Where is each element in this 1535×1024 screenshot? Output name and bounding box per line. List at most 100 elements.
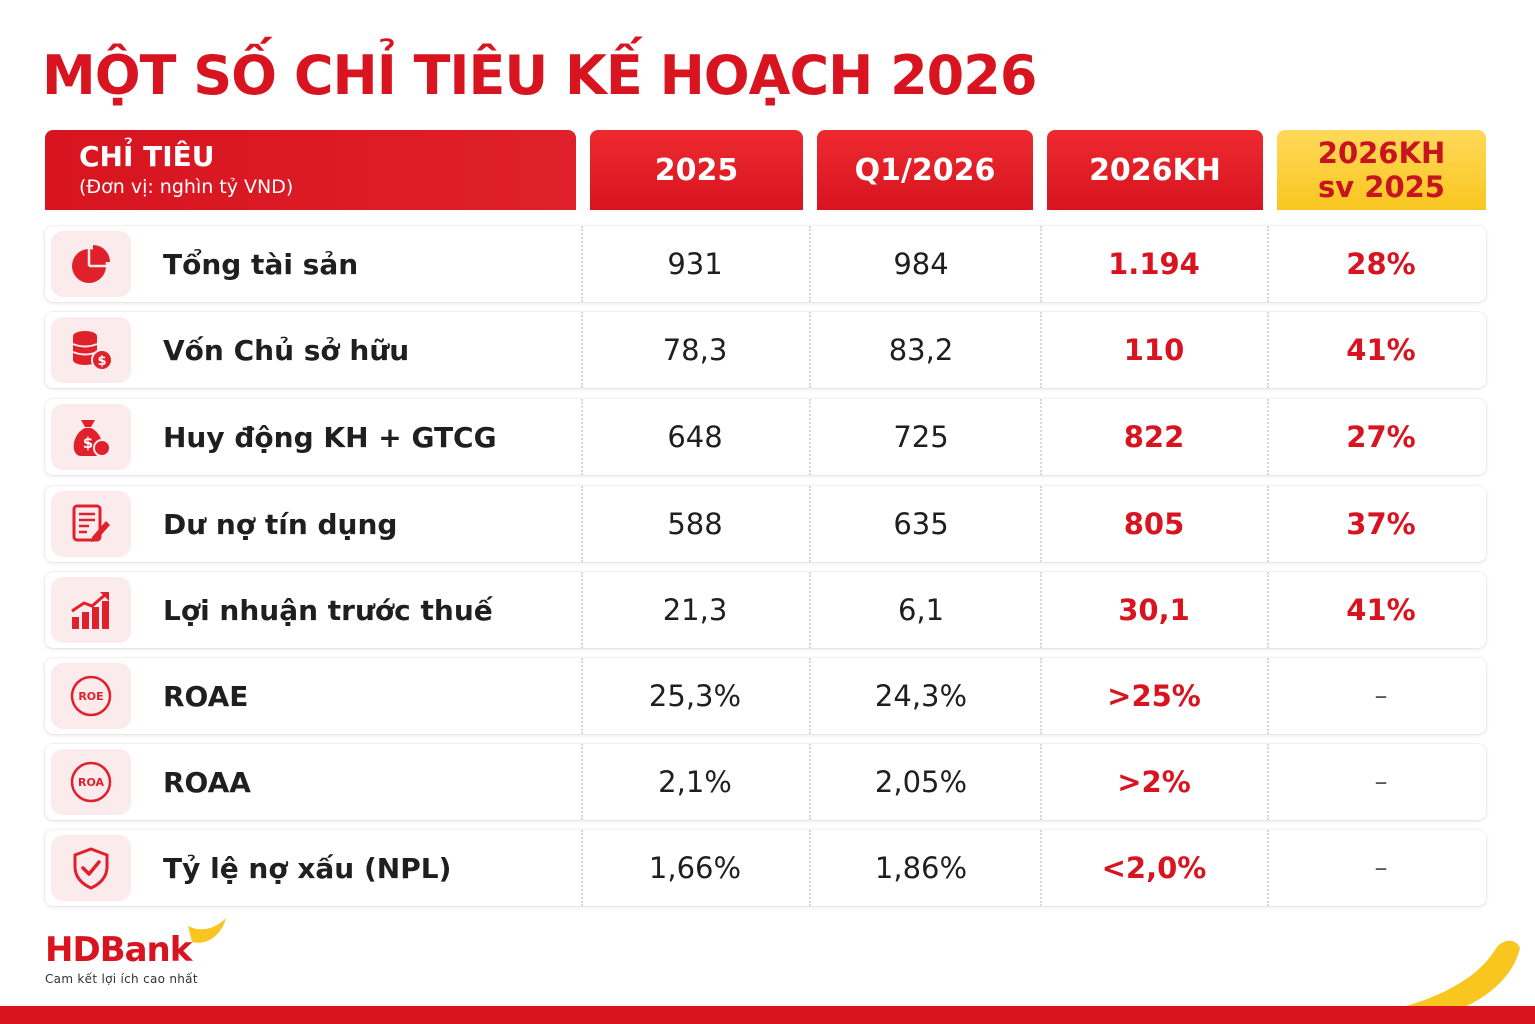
value-vs-2025: – — [1374, 681, 1388, 711]
table-row: ROA ROAA 2,1% 2,05% >2% – — [45, 744, 1486, 820]
header-unit-label: (Đơn vị: nghìn tỷ VND) — [79, 176, 294, 198]
money-bag-icon: $ — [51, 404, 131, 470]
column-divider — [809, 572, 811, 648]
value-vs-2025: 41% — [1346, 333, 1416, 367]
coins-icon: $ — [51, 317, 131, 383]
column-divider — [581, 312, 583, 388]
value-vs-2025: 37% — [1346, 507, 1416, 541]
value-2026kh: 30,1 — [1118, 593, 1190, 627]
table-row: Dư nợ tín dụng 588 635 805 37% — [45, 486, 1486, 562]
table-row: ROE ROAE 25,3% 24,3% >25% – — [45, 658, 1486, 734]
value-q1-2026: 635 — [893, 507, 949, 541]
hdbank-logo-bank: Bank — [99, 930, 193, 970]
hdbank-logo-text: HDBank — [45, 930, 198, 970]
table-row: $ Vốn Chủ sở hữu 78,3 83,2 110 41% — [45, 312, 1486, 388]
value-2026kh: >2% — [1117, 765, 1191, 799]
header-chi-tieu: CHỈ TIÊU (Đơn vị: nghìn tỷ VND) — [45, 130, 576, 210]
roa-icon-text: ROA — [78, 776, 105, 789]
value-q1-2026: 83,2 — [888, 333, 954, 367]
roe-icon-text: ROE — [78, 690, 103, 703]
value-2026kh: 110 — [1123, 333, 1185, 367]
column-divider — [581, 399, 583, 475]
value-2025: 1,66% — [648, 851, 742, 885]
column-divider — [1040, 830, 1042, 906]
column-divider — [809, 399, 811, 475]
value-2026kh: 805 — [1123, 507, 1185, 541]
column-divider — [1267, 572, 1269, 648]
hdbank-logo-hd: HD — [45, 930, 101, 970]
value-2025: 78,3 — [662, 333, 728, 367]
column-divider — [1267, 399, 1269, 475]
value-2026kh: 1.194 — [1108, 247, 1200, 281]
row-label: ROAE — [163, 679, 249, 713]
value-q1-2026: 1,86% — [874, 851, 968, 885]
growth-chart-icon — [51, 577, 131, 643]
header-q1-2026: Q1/2026 — [817, 130, 1033, 210]
svg-text:$: $ — [83, 434, 93, 452]
header-2025: 2025 — [590, 130, 803, 210]
column-divider — [1040, 658, 1042, 734]
header-2026kh-vs-2025-line1: 2026KH — [1317, 136, 1446, 170]
hdbank-logo: HDBank Cam kết lợi ích cao nhất — [45, 930, 198, 986]
row-label: Tổng tài sản — [163, 247, 359, 281]
header-2026kh: 2026KH — [1047, 130, 1263, 210]
logo-swoosh-icon — [188, 918, 226, 943]
roa-icon: ROA — [51, 749, 131, 815]
document-pen-icon — [51, 491, 131, 557]
column-divider — [1040, 744, 1042, 820]
column-divider — [1267, 830, 1269, 906]
table-row: Lợi nhuận trước thuế 21,3 6,1 30,1 41% — [45, 572, 1486, 648]
row-label: Huy động KH + GTCG — [163, 420, 497, 454]
column-divider — [1040, 226, 1042, 302]
column-divider — [581, 830, 583, 906]
column-divider — [809, 312, 811, 388]
column-divider — [809, 744, 811, 820]
column-divider — [1040, 399, 1042, 475]
row-label: Vốn Chủ sở hữu — [163, 333, 410, 367]
bottom-brand-bar — [0, 1006, 1535, 1024]
column-divider — [809, 830, 811, 906]
row-label: Lợi nhuận trước thuế — [163, 593, 493, 627]
pie-chart-icon — [51, 231, 131, 297]
value-vs-2025: – — [1374, 767, 1388, 797]
svg-text:$: $ — [97, 354, 106, 369]
value-vs-2025: – — [1374, 853, 1388, 883]
column-divider — [1267, 486, 1269, 562]
column-divider — [581, 744, 583, 820]
value-q1-2026: 984 — [893, 247, 949, 281]
value-vs-2025: 27% — [1346, 420, 1416, 454]
row-label: ROAA — [163, 765, 251, 799]
table-row: Tổng tài sản 931 984 1.194 28% — [45, 226, 1486, 302]
header-chi-tieu-label: CHỈ TIÊU — [79, 140, 215, 173]
value-q1-2026: 6,1 — [897, 593, 945, 627]
value-2025: 588 — [667, 507, 723, 541]
value-q1-2026: 2,05% — [874, 765, 968, 799]
hdbank-tagline: Cam kết lợi ích cao nhất — [45, 972, 198, 986]
header-2026kh-vs-2025-line2: sv 2025 — [1318, 170, 1445, 204]
column-divider — [581, 486, 583, 562]
column-divider — [1267, 312, 1269, 388]
column-divider — [1040, 572, 1042, 648]
value-vs-2025: 28% — [1346, 247, 1416, 281]
column-divider — [809, 658, 811, 734]
column-divider — [809, 486, 811, 562]
column-divider — [1040, 312, 1042, 388]
value-2026kh: 822 — [1123, 420, 1185, 454]
column-divider — [581, 658, 583, 734]
column-divider — [1040, 486, 1042, 562]
shield-check-icon — [51, 835, 131, 901]
column-divider — [1267, 744, 1269, 820]
value-2026kh: <2,0% — [1101, 851, 1207, 885]
value-q1-2026: 24,3% — [874, 679, 968, 713]
value-2025: 648 — [667, 420, 723, 454]
column-divider — [581, 572, 583, 648]
column-divider — [809, 226, 811, 302]
value-2025: 25,3% — [648, 679, 742, 713]
value-2025: 2,1% — [658, 765, 732, 799]
value-vs-2025: 41% — [1346, 593, 1416, 627]
value-2025: 931 — [667, 247, 723, 281]
column-divider — [1267, 658, 1269, 734]
table-row: $ Huy động KH + GTCG 648 725 822 27% — [45, 399, 1486, 475]
row-label: Dư nợ tín dụng — [163, 507, 398, 541]
header-2026kh-vs-2025: 2026KH sv 2025 — [1277, 130, 1486, 210]
